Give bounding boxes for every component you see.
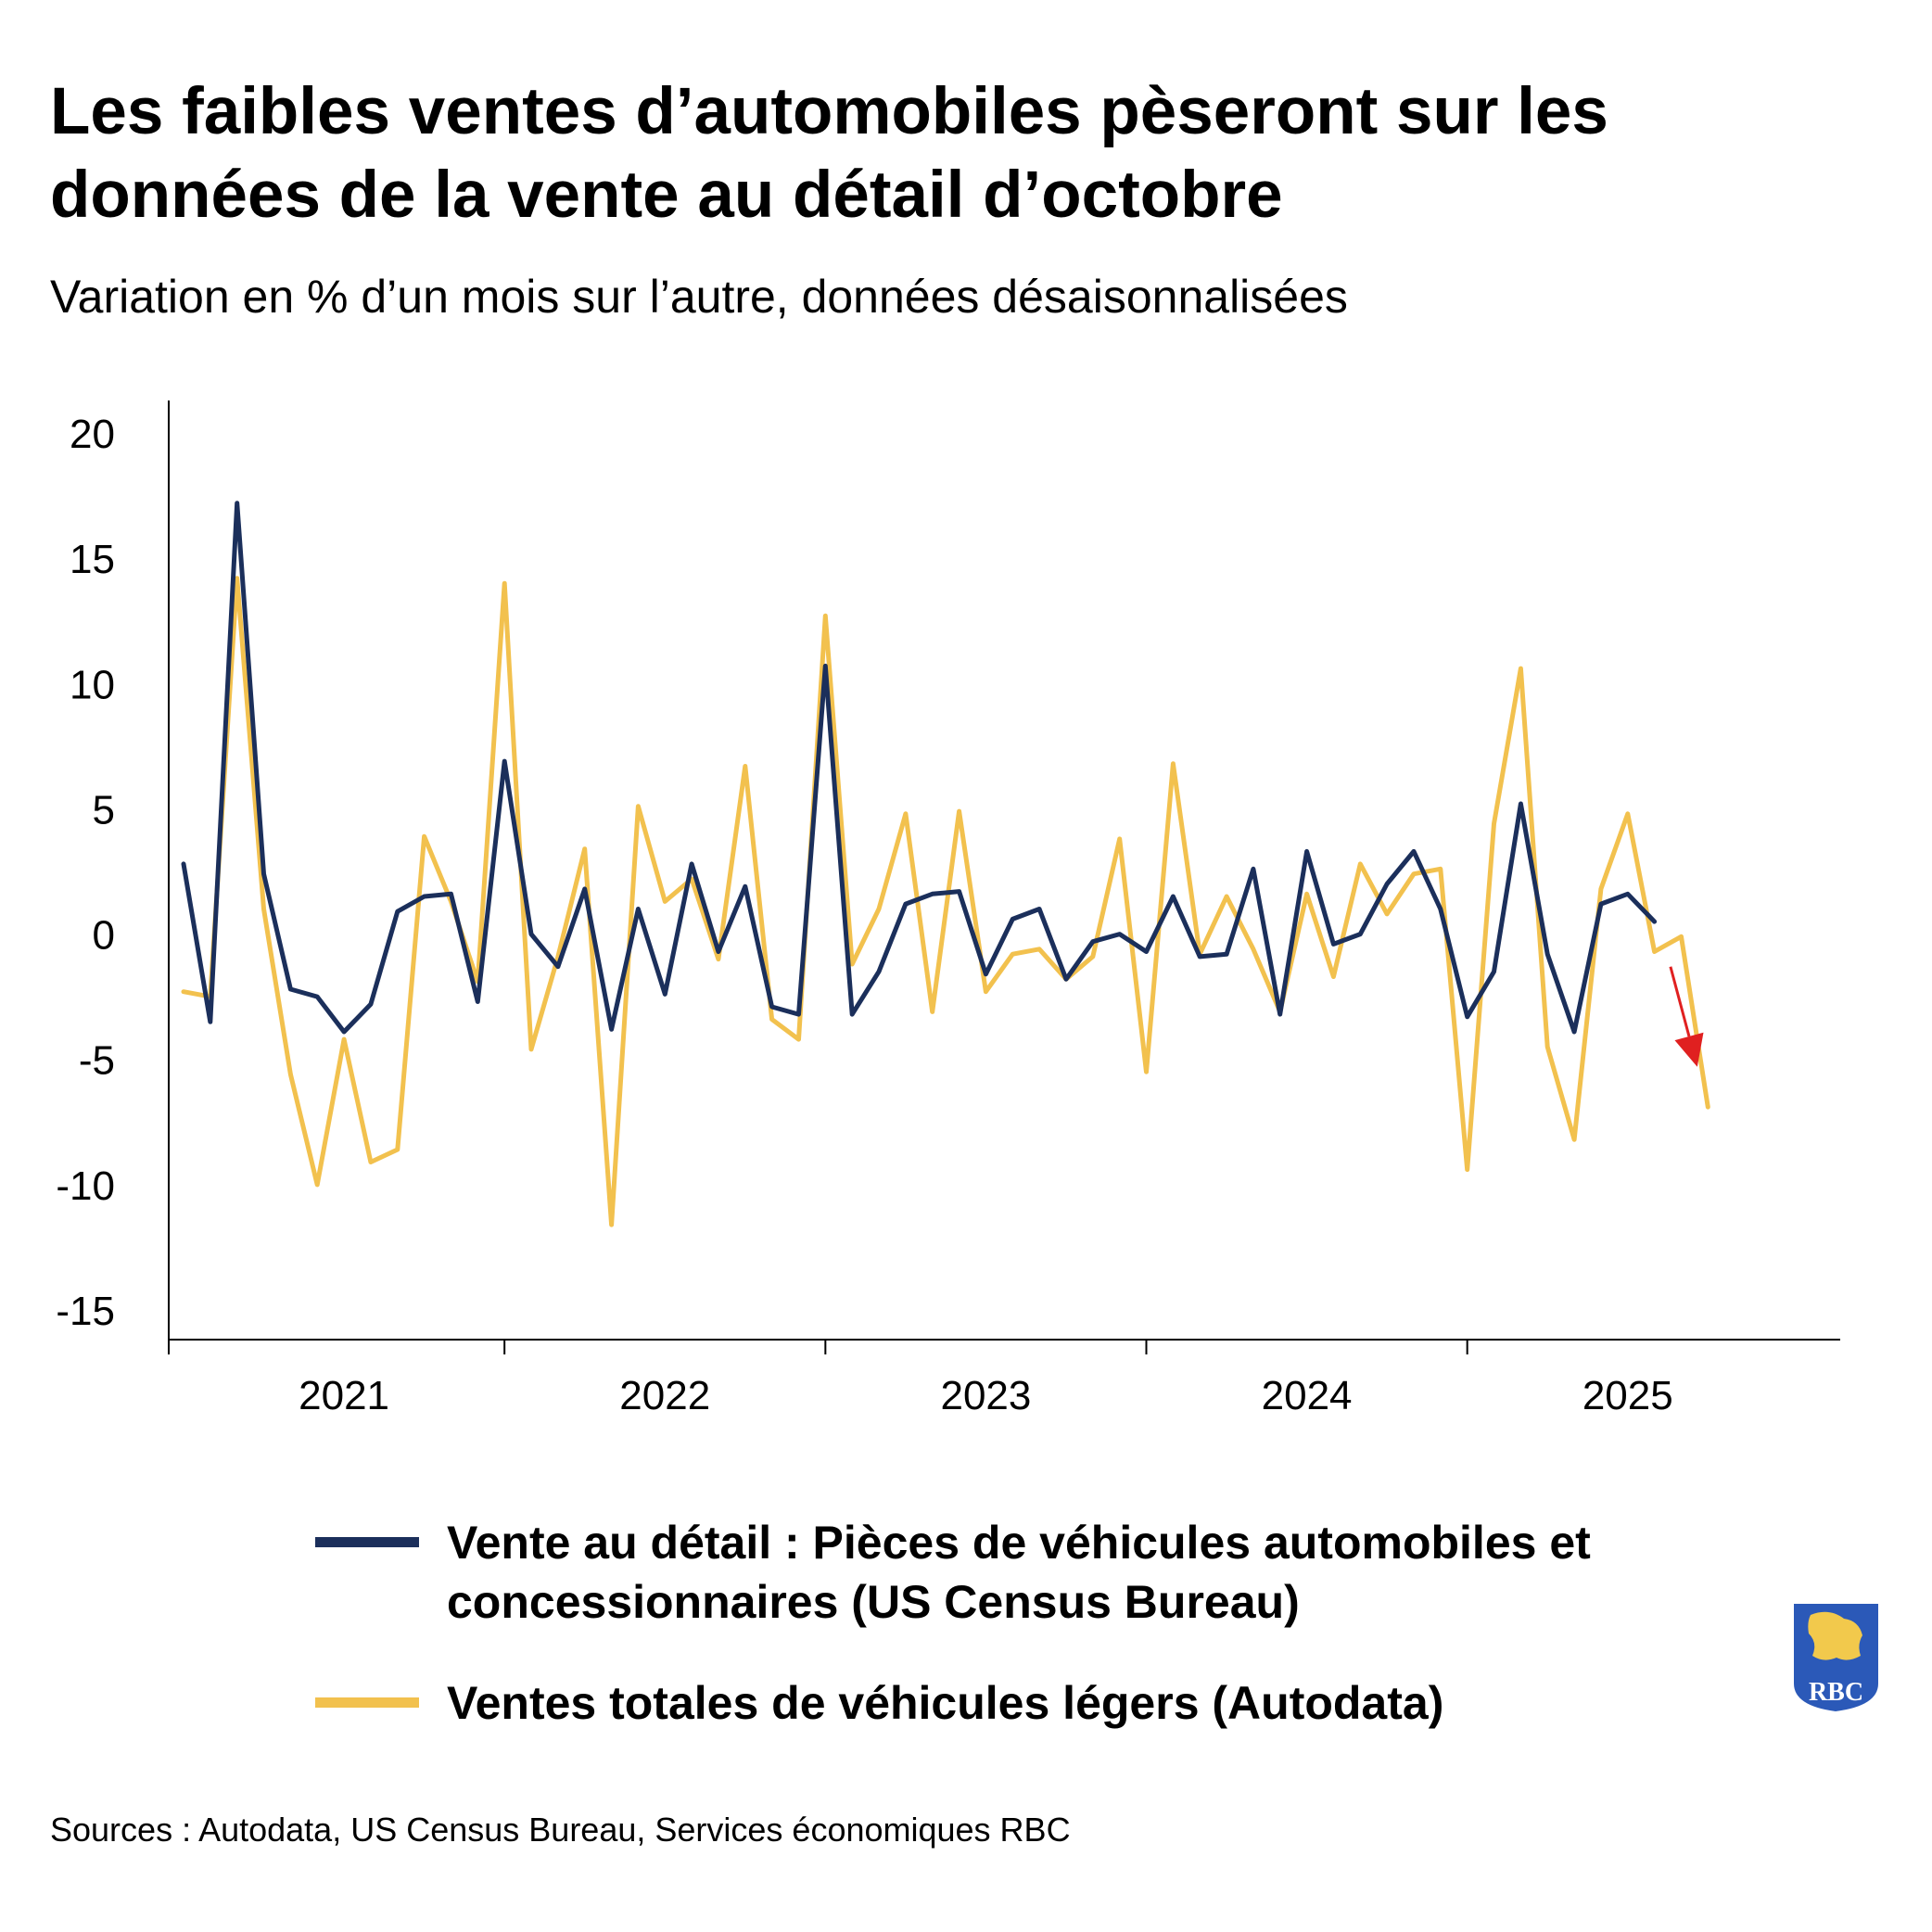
y-tick-label: -10 xyxy=(56,1163,115,1209)
y-tick-label: 0 xyxy=(93,913,115,959)
x-tick-label: 2025 xyxy=(1582,1373,1673,1418)
legend-label-autodata: Ventes totales de véhicules légers (Auto… xyxy=(447,1677,1444,1729)
chart-series xyxy=(181,501,1710,1227)
y-tick-label: 10 xyxy=(70,662,115,707)
rbc-logo-text: RBC xyxy=(1808,1678,1864,1707)
trend-arrow-head xyxy=(1674,1032,1704,1067)
trend-arrow-shaft xyxy=(1669,966,1691,1037)
y-tick-label: 20 xyxy=(70,412,115,457)
legend-item-retail: Vente au détail : Pièces de véhicules au… xyxy=(315,1513,1706,1632)
y-tick-label: -15 xyxy=(56,1289,115,1334)
chart-title: Les faibles ventes d’automobiles pèseron… xyxy=(50,75,1608,232)
legend: Vente au détail : Pièces de véhicules au… xyxy=(315,1513,1706,1774)
x-tick-label: 2024 xyxy=(1262,1373,1353,1418)
y-tick-label: -5 xyxy=(79,1038,115,1084)
chart-subtitle: Variation en % d’un mois sur l’autre, do… xyxy=(50,271,1348,323)
source-note: Sources : Autodata, US Census Bureau, Se… xyxy=(50,1811,1071,1849)
legend-label-retail: Vente au détail : Pièces de véhicules au… xyxy=(447,1517,1591,1628)
x-tick-label: 2022 xyxy=(619,1373,710,1418)
legend-swatch-retail xyxy=(315,1537,419,1547)
legend-swatch-autodata xyxy=(315,1697,419,1708)
chart-axes: 20 15 10 5 0 -5 -10 -15 2021 2022 2023 2024 2025 xyxy=(56,400,1840,1418)
x-tick-label: 2021 xyxy=(299,1373,389,1418)
x-tick-label: 2023 xyxy=(940,1373,1031,1418)
chart-annotations xyxy=(1669,966,1704,1067)
legend-item-autodata: Ventes totales de véhicules légers (Auto… xyxy=(315,1673,1706,1733)
series-line-retail xyxy=(181,501,1658,1035)
y-tick-label: 15 xyxy=(70,537,115,582)
rbc-logo: RBC xyxy=(1792,1602,1880,1713)
rbc-shield-icon xyxy=(1794,1604,1878,1711)
y-tick-label: 5 xyxy=(93,787,115,833)
line-chart: 20 15 10 5 0 -5 -10 -15 2021 2022 2023 2024 2025 xyxy=(56,400,1840,1418)
series-line-autodata xyxy=(181,576,1710,1227)
